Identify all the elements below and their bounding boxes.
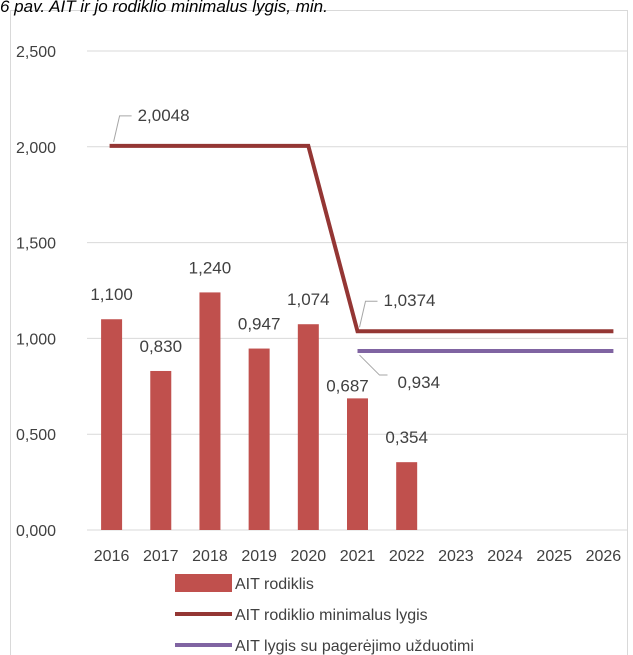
legend-label: AIT lygis su pagerėjimo užduotimi (235, 638, 474, 655)
legend-swatch-bar (175, 574, 232, 592)
bar-data-label: 1,074 (287, 290, 330, 309)
legend: AIT rodiklis AIT rodiklio minimalus lygis… (175, 574, 474, 655)
x-tick-label: 2026 (586, 548, 622, 565)
bar-data-label: 1,100 (90, 285, 133, 304)
y-tick-label: 0,500 (16, 427, 56, 444)
bar-ait-rodiklis (347, 398, 368, 530)
x-tick-label: 2018 (192, 548, 228, 565)
line-annotation-label: 1,0374 (384, 291, 436, 310)
y-tick-layer: 0,000 0,500 1,000 1,500 2,000 2,500 (16, 44, 56, 540)
bar-data-label: 0,687 (326, 376, 369, 395)
x-tick-label: 2016 (94, 548, 130, 565)
data-label-layer: 1,100 0,830 1,240 0,947 1,074 0,687 0,354 2,004… (90, 106, 440, 447)
y-tick-label: 2,000 (16, 140, 56, 157)
bar-ait-rodiklis (248, 348, 270, 530)
line-annotation-label: 2,0048 (138, 106, 190, 125)
bar-data-label: 0,354 (385, 428, 428, 447)
x-tick-label: 2020 (291, 548, 327, 565)
bar-data-label: 0,947 (238, 315, 281, 334)
x-tick-label: 2022 (389, 548, 425, 565)
x-tick-layer: 2016 2017 2018 2019 2020 2021 2022 2023 2024 2025… (94, 548, 622, 565)
y-tick-label: 2,500 (16, 44, 56, 61)
annotation-leader-line (359, 354, 388, 376)
x-tick-label: 2024 (487, 548, 523, 565)
line-layer (109, 143, 614, 354)
y-tick-label: 1,500 (16, 236, 56, 253)
bar-ait-rodiklis (396, 462, 418, 530)
bar-ait-rodiklis (199, 292, 221, 530)
x-tick-label: 2021 (340, 548, 376, 565)
bar-ait-rodiklis (297, 324, 319, 530)
bar-ait-rodiklis (150, 370, 172, 530)
line-minimal-level (109, 143, 614, 334)
x-tick-label: 2017 (143, 548, 179, 565)
legend-label: AIT rodiklis (235, 576, 314, 593)
legend-label: AIT rodiklio minimalus lygis (235, 607, 428, 624)
y-tick-label: 0,000 (16, 523, 56, 540)
title-layer: 6 pav. AIT ir jo rodiklio minimalus lygi… (0, 0, 328, 16)
x-tick-label: 2023 (438, 548, 474, 565)
y-tick-label: 1,000 (16, 331, 56, 348)
x-tick-label: 2025 (536, 548, 572, 565)
bar-layer (101, 292, 418, 530)
x-tick-label: 2019 (241, 548, 277, 565)
bar-data-label: 1,240 (189, 258, 232, 277)
bar-data-label: 0,830 (139, 337, 182, 356)
line-annotation-label: 0,934 (398, 373, 441, 392)
bar-ait-rodiklis (101, 319, 123, 530)
chart-title: 6 pav. AIT ir jo rodiklio minimalus lygi… (0, 0, 328, 16)
chart-frame (10, 10, 628, 655)
annotation-leader-line (113, 115, 132, 142)
annotation-leader-line (359, 300, 378, 328)
